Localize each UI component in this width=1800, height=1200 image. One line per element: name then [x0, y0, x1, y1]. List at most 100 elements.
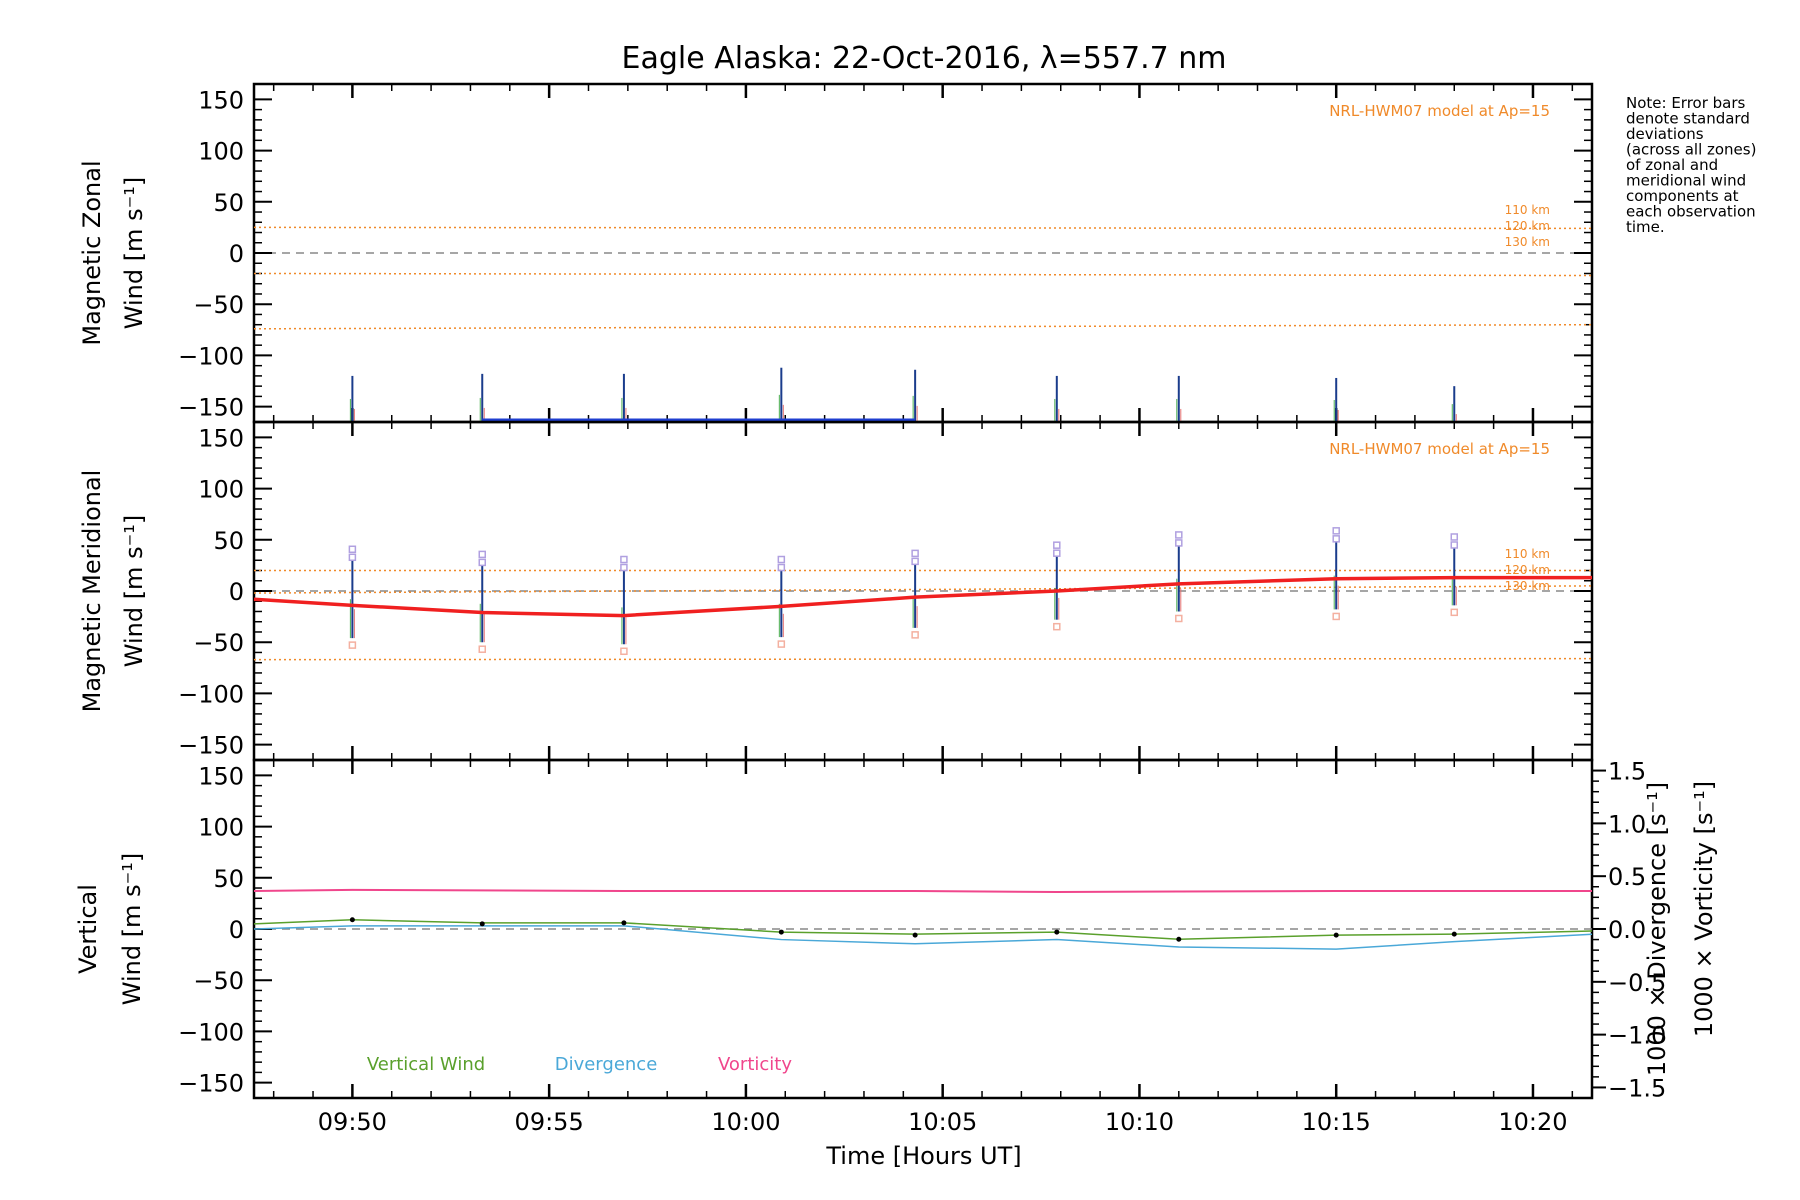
note-line: meridional wind	[1626, 172, 1746, 190]
zone-marker	[1175, 614, 1183, 623]
vertical-wind-point	[349, 917, 355, 923]
note-line: deviations	[1626, 125, 1704, 143]
y-tick-label: 100	[198, 138, 244, 166]
altitude-label: 120 km	[1505, 563, 1550, 577]
y-tick-label: −50	[193, 291, 244, 319]
y2-tick-label: 0.0	[1608, 916, 1646, 944]
altitude-label: 130 km	[1505, 235, 1550, 249]
x-tick-label: 10:20	[1498, 1108, 1567, 1136]
zone-marker	[620, 647, 628, 656]
divergence-axis-label: 1000 × Divergence [s⁻¹]	[1643, 782, 1671, 1076]
y-axis-label-line1: Vertical	[74, 884, 102, 974]
legend-item: Vertical Wind	[367, 1054, 485, 1075]
y-tick-label: −150	[178, 394, 244, 422]
model-line-130-km	[253, 323, 1593, 330]
x-tick-label: 10:15	[1302, 1108, 1371, 1136]
zone-marker	[777, 640, 786, 648]
y-axis-label-line2: Wind [m s⁻¹]	[120, 515, 148, 667]
y-tick-label: 50	[213, 189, 244, 217]
legend-item: Divergence	[555, 1054, 658, 1075]
zone-marker	[478, 550, 486, 559]
y-tick-label: −50	[193, 967, 244, 995]
x-tick-label: 10:00	[711, 1108, 780, 1136]
altitude-label: 110 km	[1505, 203, 1550, 217]
zone-marker	[1175, 539, 1183, 547]
y-tick-label: 150	[198, 86, 244, 114]
y-tick-label: −150	[178, 1070, 244, 1098]
chart-title: Eagle Alaska: 22-Oct-2016, λ=557.7 nm	[622, 41, 1227, 76]
y-tick-label: 0	[229, 578, 244, 606]
model-label: NRL-HWM07 model at Ap=15	[1329, 102, 1550, 120]
y2-tick-label: −0.5	[1608, 969, 1666, 997]
vertical-wind-point	[1451, 931, 1457, 937]
vertical-wind-point	[1333, 932, 1339, 938]
y-axis-label-line1: Magnetic Zonal	[78, 160, 106, 345]
x-tick-label: 10:05	[908, 1108, 977, 1136]
x-tick-label: 09:50	[318, 1108, 387, 1136]
vertical-wind-point	[621, 920, 627, 926]
vorticity-line	[253, 888, 1592, 894]
panels: 150 100 50 0 −50 −100 −150 Magnetic Zonal Wind […	[74, 82, 1718, 1136]
y-axis-label-line2: Wind [m s⁻¹]	[120, 177, 148, 329]
y-tick-label: 50	[213, 527, 244, 555]
panel-3: 150 100 50 0 −50 −100 −150 Vertical Wind [m s⁻¹]…	[74, 758, 1718, 1136]
zone-marker	[1450, 541, 1459, 549]
zone-marker	[620, 555, 628, 564]
zone-marker	[1332, 535, 1340, 543]
note-line: time.	[1626, 218, 1665, 236]
zone-marker	[1053, 541, 1061, 549]
altitude-label: 120 km	[1505, 219, 1550, 233]
y-tick-label: 150	[198, 762, 244, 790]
zone-marker	[348, 545, 357, 554]
zone-marker	[1332, 612, 1340, 621]
vorticity-axis-label: 1000 × Vorticity [s⁻¹]	[1690, 781, 1718, 1037]
zone-marker	[478, 645, 486, 653]
zone-marker	[348, 641, 357, 649]
y-axis-label-line1: Magnetic Meridional	[78, 470, 106, 713]
vertical-wind-point	[1054, 929, 1060, 935]
zone-marker	[777, 555, 786, 564]
model-line-120-km	[253, 272, 1593, 277]
zone-marker	[911, 549, 919, 558]
model-line-130-km	[253, 657, 1593, 661]
zone-marker	[478, 558, 486, 567]
zone-marker	[348, 553, 357, 562]
y-tick-label: −100	[178, 342, 244, 370]
x-tick-label: 10:10	[1105, 1108, 1174, 1136]
x-axis-label: Time [Hours UT]	[825, 1142, 1021, 1170]
x-tick-label: 09:55	[515, 1108, 584, 1136]
y-axis-label-line2: Wind [m s⁻¹]	[118, 853, 146, 1005]
vertical-wind-point	[479, 921, 485, 927]
y-tick-label: −100	[178, 1018, 244, 1046]
model-line-110-km	[253, 226, 1593, 230]
zone-marker	[620, 563, 628, 572]
panel-1: 150 100 50 0 −50 −100 −150 Magnetic Zonal Wind […	[78, 82, 1594, 424]
zone-marker	[1450, 608, 1459, 617]
panel-2: 150 100 50 0 −50 −100 −150 Magnetic Meridional W…	[78, 420, 1594, 762]
zone-marker	[1450, 533, 1459, 541]
note-line: of zonal and	[1626, 156, 1718, 174]
note-line: Note: Error bars	[1626, 94, 1746, 112]
zone-marker	[911, 557, 919, 566]
model-line-120-km	[253, 585, 1593, 594]
y-tick-label: 0	[229, 240, 244, 268]
model-label: NRL-HWM07 model at Ap=15	[1329, 440, 1550, 458]
zone-marker	[1053, 622, 1061, 631]
y-tick-label: −100	[178, 680, 244, 708]
altitude-label: 110 km	[1505, 547, 1550, 561]
vertical-wind-point	[1176, 936, 1182, 942]
y-tick-label: 100	[198, 476, 244, 504]
legend-item: Vorticity	[718, 1054, 792, 1075]
note-line: components at	[1626, 187, 1739, 205]
y-tick-label: 100	[198, 814, 244, 842]
note-line: denote standard	[1626, 110, 1750, 128]
y2-tick-label: −1.0	[1608, 1022, 1666, 1050]
zone-marker	[911, 631, 919, 639]
meridional-wind-line	[253, 575, 1592, 618]
zone-marker	[1053, 549, 1061, 557]
vertical-wind-point	[912, 932, 918, 938]
zone-marker	[777, 563, 786, 572]
divergence-line	[253, 925, 1593, 950]
note-line: (across all zones)	[1626, 141, 1756, 159]
